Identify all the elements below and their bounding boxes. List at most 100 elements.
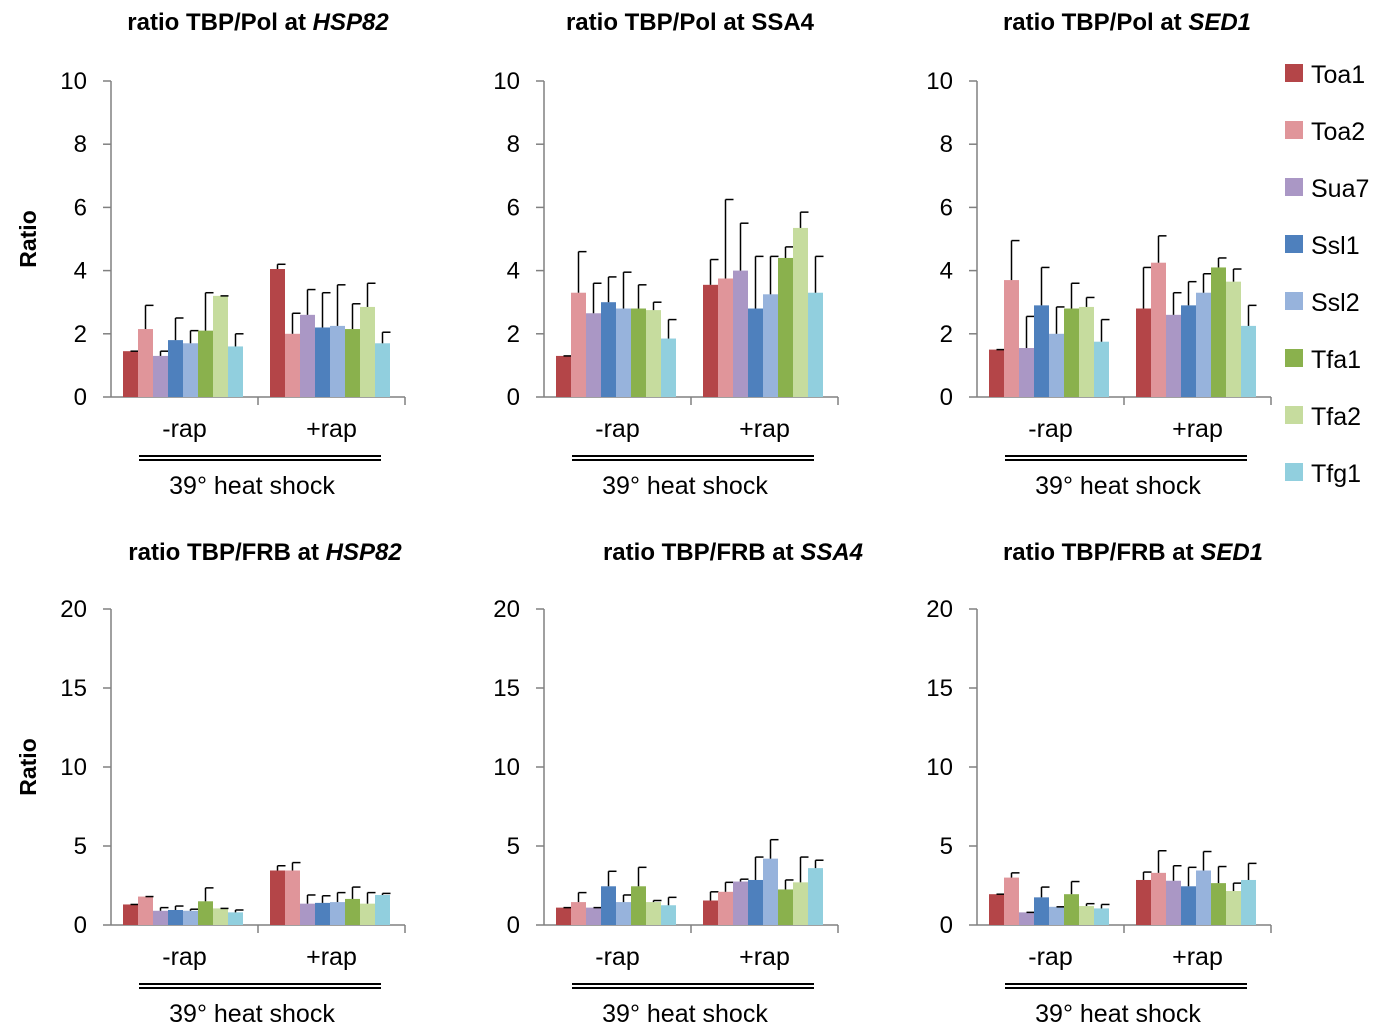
bar-tfa1-plus-rap [1211, 883, 1226, 925]
bar-ssl2-plus-rap [1196, 292, 1211, 397]
bar-sua7-plus-rap [733, 881, 748, 925]
y-tick-label: 10 [493, 754, 520, 781]
bar-tfa1-minus-rap [1064, 894, 1079, 925]
bar-ssl1-plus-rap [315, 902, 330, 925]
x-category-label: +rap [306, 943, 357, 971]
y-tick-label: 2 [74, 321, 87, 348]
bar-tfa2-minus-rap [213, 908, 228, 925]
x-category-label: +rap [739, 943, 790, 971]
bar-sua7-plus-rap [300, 314, 315, 397]
bar-sua7-minus-rap [1019, 348, 1034, 397]
chart-panel-2: ratio TBP/Pol at SSA4 0 2 4 6 8 10 -rap +rap 39° … [493, 9, 839, 500]
bar-tfa2-minus-rap [1079, 906, 1094, 925]
y-tick-label: 10 [60, 68, 87, 95]
bar-ssl1-plus-rap [748, 879, 763, 925]
x-category-label: -rap [1028, 943, 1072, 971]
x-category-label: +rap [1172, 943, 1223, 971]
x-category-label: -rap [162, 943, 206, 971]
bar-tfa1-plus-rap [345, 898, 360, 925]
bar-ssl2-plus-rap [1196, 870, 1211, 925]
y-tick-label: 6 [507, 194, 520, 221]
x-category-label: -rap [1028, 415, 1072, 443]
chart-title-text: ratio TBP/FRB at [128, 539, 325, 566]
bar-tfa2-minus-rap [1079, 306, 1094, 397]
bar-tfg1-minus-rap [228, 346, 243, 397]
bar-ssl2-minus-rap [183, 343, 198, 397]
bar-ssl1-plus-rap [1181, 305, 1196, 397]
chart-title-text: ratio TBP/Pol at [1003, 9, 1188, 36]
group-label: 39° heat shock [169, 472, 335, 500]
legend-swatch-toa1 [1285, 64, 1303, 82]
bar-toa2-minus-rap [138, 329, 153, 397]
bar-tfg1-plus-rap [808, 868, 823, 925]
bar-toa2-minus-rap [1004, 280, 1019, 397]
chart-title-gene: HSP82 [326, 539, 403, 566]
bar-toa2-minus-rap [138, 896, 153, 925]
chart-title: ratio TBP/Pol at SED1 [1003, 9, 1251, 36]
y-tick-label: 5 [74, 833, 87, 860]
bar-toa1-minus-rap [123, 904, 138, 925]
bar-ssl2-minus-rap [1049, 333, 1064, 397]
bar-tfa2-plus-rap [360, 903, 375, 925]
y-tick-label: 8 [507, 131, 520, 158]
group-label: 39° heat shock [602, 472, 768, 500]
bar-ssl1-plus-rap [315, 327, 330, 397]
chart-panel-6: ratio TBP/FRB at SED1 0 5 10 15 20 -rap +rap 39°… [926, 539, 1272, 1026]
bar-toa2-plus-rap [1151, 262, 1166, 397]
bar-toa2-minus-rap [1004, 877, 1019, 925]
chart-panel-1: ratio TBP/Pol at HSP82 Ratio 0 2 4 6 8 10 -rap +r… [15, 9, 406, 500]
legend: Toa1 Toa2 Sua7 Ssl1 Ssl2 Tfa1 Tfa2 Tfg1 [1285, 61, 1369, 488]
legend-swatch-sua7 [1285, 178, 1303, 196]
legend-label-tfa1: Tfa1 [1311, 346, 1361, 374]
chart-title-text: ratio TBP/FRB at [603, 539, 800, 566]
bar-tfa2-plus-rap [1226, 281, 1241, 397]
legend-label-tfa2: Tfa2 [1311, 403, 1361, 431]
bar-toa2-plus-rap [718, 891, 733, 925]
y-tick-label: 15 [493, 675, 520, 702]
y-tick-label: 0 [940, 384, 953, 411]
chart-title: ratio TBP/FRB at SSA4 [603, 539, 863, 566]
chart-title: ratio TBP/FRB at SED1 [1003, 539, 1263, 566]
y-tick-label: 20 [493, 596, 520, 623]
bar-tfa1-minus-rap [631, 308, 646, 397]
y-tick-label: 10 [493, 68, 520, 95]
y-tick-label: 5 [507, 833, 520, 860]
bar-toa1-minus-rap [556, 355, 571, 397]
x-category-label: -rap [595, 943, 639, 971]
bar-ssl1-minus-rap [601, 886, 616, 925]
legend-swatch-tfa1 [1285, 349, 1303, 367]
bar-ssl1-minus-rap [601, 302, 616, 397]
chart-panel-4: ratio TBP/FRB at HSP82 Ratio 0 5 10 15 20 -rap +… [15, 539, 406, 1026]
bar-tfa2-plus-rap [793, 227, 808, 397]
group-label: 39° heat shock [169, 1000, 335, 1026]
bar-ssl2-plus-rap [330, 325, 345, 397]
legend-label-toa1: Toa1 [1311, 61, 1365, 89]
bar-ssl1-plus-rap [748, 308, 763, 397]
bar-sua7-plus-rap [1166, 880, 1181, 925]
bar-tfg1-plus-rap [808, 292, 823, 397]
y-tick-label: 10 [926, 754, 953, 781]
y-tick-label: 6 [74, 194, 87, 221]
bar-toa2-plus-rap [1151, 872, 1166, 925]
bar-tfa2-plus-rap [793, 882, 808, 925]
bar-sua7-minus-rap [1019, 912, 1034, 925]
bar-ssl1-minus-rap [1034, 305, 1049, 397]
legend-swatch-ssl2 [1285, 292, 1303, 310]
bar-sua7-minus-rap [153, 910, 168, 925]
legend-label-ssl2: Ssl2 [1311, 289, 1360, 317]
bar-toa2-minus-rap [571, 292, 586, 397]
bar-sua7-plus-rap [733, 270, 748, 397]
bar-toa1-plus-rap [270, 269, 285, 397]
bar-ssl2-minus-rap [1049, 906, 1064, 925]
x-category-label: +rap [739, 415, 790, 443]
bar-tfa1-plus-rap [778, 257, 793, 397]
bar-ssl2-minus-rap [616, 902, 631, 925]
bar-ssl2-plus-rap [763, 858, 778, 925]
y-tick-label: 10 [60, 754, 87, 781]
bar-tfg1-minus-rap [1094, 908, 1109, 925]
bar-sua7-minus-rap [153, 355, 168, 397]
bar-ssl2-plus-rap [763, 294, 778, 397]
chart-title: ratio TBP/FRB at HSP82 [128, 539, 402, 566]
y-tick-label: 2 [940, 321, 953, 348]
group-label: 39° heat shock [602, 1000, 768, 1026]
